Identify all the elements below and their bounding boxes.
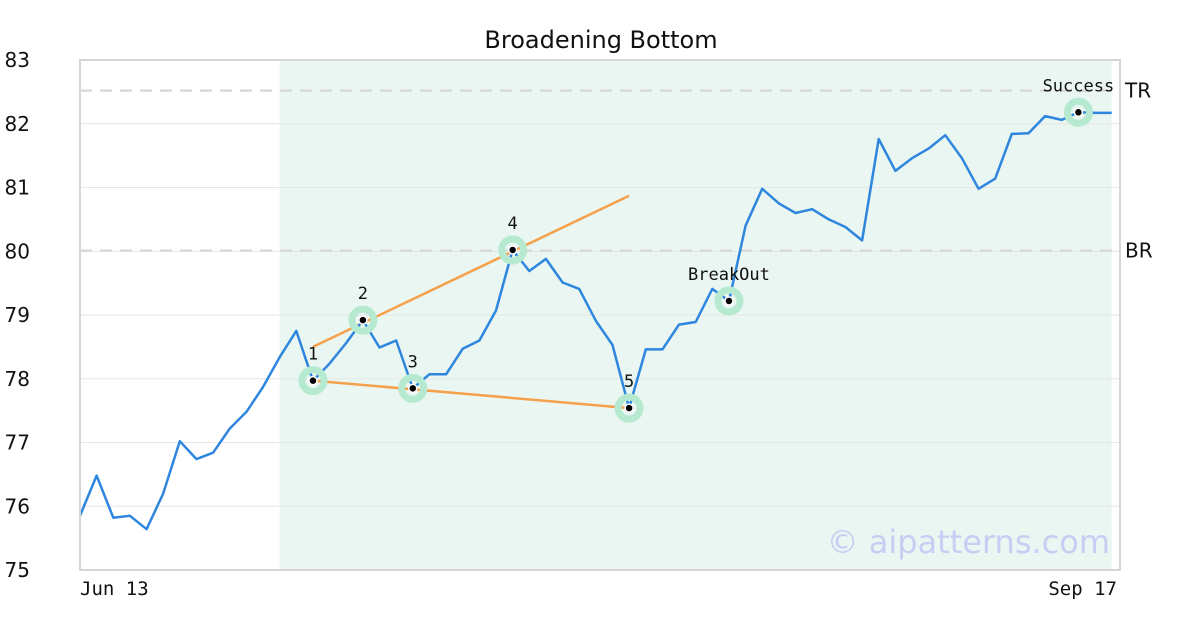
y-tick-label: 75 <box>5 558 30 582</box>
x-tick-label: Sep 17 <box>1048 578 1117 600</box>
point-label: Success <box>1043 76 1115 96</box>
point-marker <box>624 403 634 413</box>
point-label: BreakOut <box>688 265 770 285</box>
y-tick-label: 78 <box>5 367 30 391</box>
y-tick-label: 81 <box>5 176 30 200</box>
plot-frame <box>79 59 1121 571</box>
point-marker-ring <box>614 393 644 423</box>
watermark: © aipatterns.com <box>827 523 1110 561</box>
y-tick-label: 83 <box>5 48 30 72</box>
trendline <box>312 379 630 410</box>
point-marker-ring <box>1063 97 1093 127</box>
price-line <box>78 111 1112 531</box>
y-tick-label: 79 <box>5 303 30 327</box>
point-label: 4 <box>508 214 518 234</box>
level-label: TR <box>1124 79 1151 103</box>
y-tick-label: 82 <box>5 112 30 136</box>
point-label: 5 <box>624 372 634 392</box>
level-label: BR <box>1125 239 1153 263</box>
point-marker-ring <box>348 305 378 335</box>
point-marker <box>358 315 368 325</box>
point-label: 2 <box>358 284 368 304</box>
point-marker <box>408 383 418 394</box>
point-marker-ring <box>498 235 528 265</box>
point-marker-ring <box>298 366 328 396</box>
x-tick-label: Jun 13 <box>80 578 149 600</box>
point-label: 3 <box>408 352 418 372</box>
point-label: 1 <box>308 345 318 365</box>
y-tick-label: 76 <box>5 494 30 518</box>
point-marker-ring <box>714 286 744 316</box>
chart-title: Broadening Bottom <box>484 26 717 54</box>
point-marker-ring <box>398 373 428 403</box>
y-tick-label: 80 <box>5 239 30 263</box>
point-marker <box>724 296 734 306</box>
point-marker <box>308 375 318 386</box>
y-tick-label: 77 <box>5 431 30 455</box>
point-marker <box>1073 107 1084 118</box>
point-marker <box>507 245 518 255</box>
